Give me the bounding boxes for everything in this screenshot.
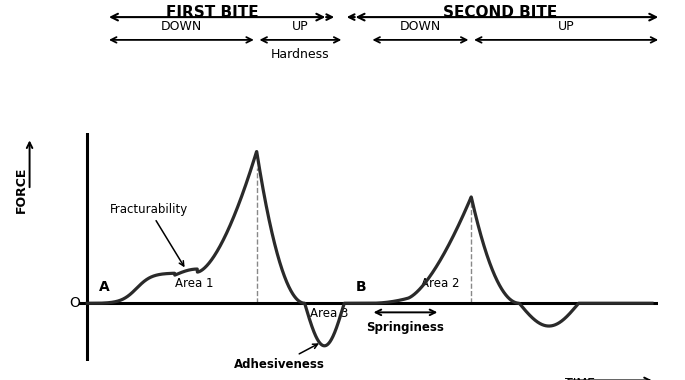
Text: Hardness: Hardness	[271, 48, 329, 60]
Text: DOWN: DOWN	[400, 20, 441, 33]
Text: Area 1: Area 1	[175, 277, 214, 290]
Text: FIRST BITE: FIRST BITE	[166, 5, 259, 20]
Text: Springiness: Springiness	[366, 321, 444, 334]
Text: FORCE: FORCE	[14, 167, 27, 213]
Text: DOWN: DOWN	[161, 20, 202, 33]
Text: B: B	[356, 280, 366, 294]
Text: UP: UP	[558, 20, 575, 33]
Text: Fracturability: Fracturability	[110, 203, 188, 266]
Text: SECOND BITE: SECOND BITE	[443, 5, 557, 20]
Text: Area 2: Area 2	[421, 277, 460, 290]
Text: TIME: TIME	[565, 377, 595, 380]
Text: A: A	[99, 280, 110, 294]
Text: O: O	[70, 296, 80, 310]
Text: Area 3: Area 3	[310, 307, 349, 320]
Text: UP: UP	[292, 20, 309, 33]
Text: Adhesiveness: Adhesiveness	[234, 344, 325, 371]
